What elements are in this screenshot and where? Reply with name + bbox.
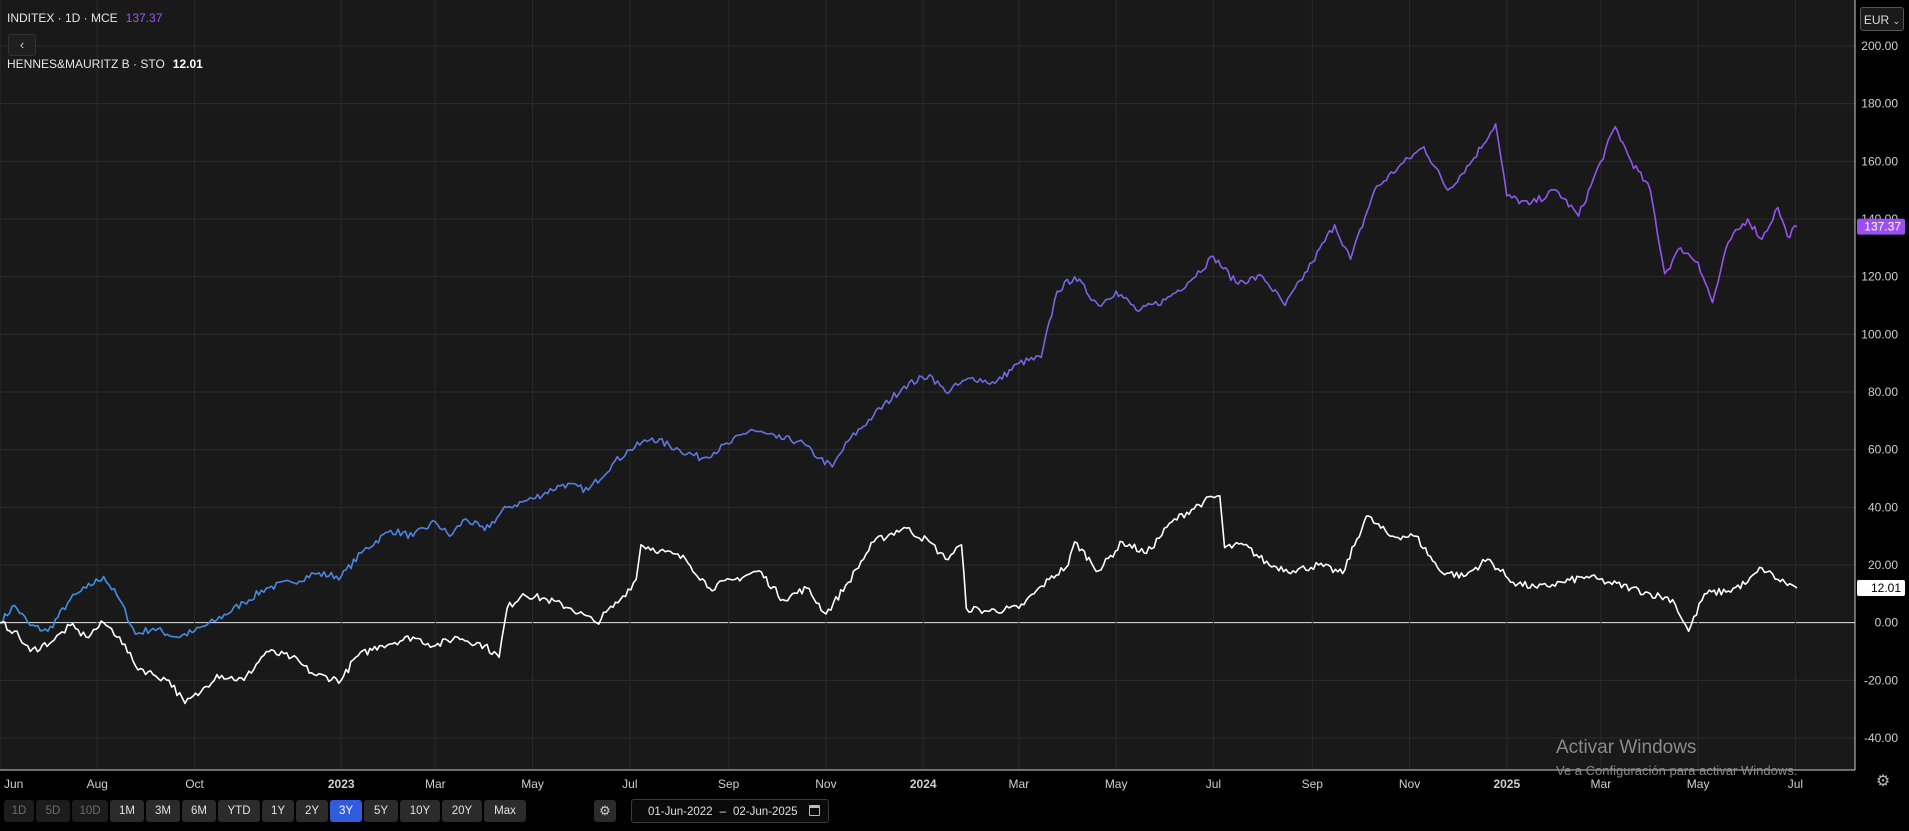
- currency-label: EUR: [1863, 13, 1890, 27]
- date-separator: –: [719, 806, 726, 818]
- axes: 200.00180.00160.00140.00120.00100.0080.0…: [0, 0, 1898, 791]
- legend-inditex-value: 137.37: [125, 11, 163, 25]
- x-tick-label: Nov: [815, 777, 836, 791]
- range-button-10y[interactable]: 10Y: [400, 800, 440, 822]
- x-tick-label: Jul: [1206, 777, 1221, 791]
- y-tick-label: 160.00: [1861, 154, 1898, 168]
- last-value-label-text: 12.01: [1871, 581, 1901, 595]
- range-button-max[interactable]: Max: [484, 800, 526, 822]
- y-tick-label: 20.00: [1868, 558, 1898, 572]
- y-tick-label: 120.00: [1861, 270, 1898, 284]
- y-tick-label: -40.00: [1864, 731, 1898, 745]
- x-tick-label: 2025: [1493, 777, 1520, 791]
- last-value-label-inditex: 137.37: [1857, 218, 1905, 235]
- range-button-1m[interactable]: 1M: [110, 800, 144, 822]
- x-tick-label: Jun: [4, 777, 23, 791]
- last-value-label-text: 137.37: [1864, 220, 1901, 234]
- windows-activation-watermark: Activar Windows Ve a Configuración para …: [1556, 737, 1797, 778]
- y-tick-label: -20.00: [1864, 673, 1898, 687]
- last-value-label-hm: 12.01: [1857, 580, 1905, 597]
- range-settings-icon[interactable]: ⚙: [594, 800, 616, 822]
- series: [0, 123, 1798, 705]
- date-range-picker[interactable]: 01-Jun-2022–02-Jun-2025: [631, 799, 829, 823]
- x-tick-label: 2023: [328, 777, 355, 791]
- legend-inditex[interactable]: INDITEX · 1D · MCE 137.37: [7, 11, 162, 25]
- watermark-line1: Activar Windows: [1556, 737, 1697, 758]
- plot-area: [0, 0, 1855, 770]
- x-tick-label: Oct: [185, 777, 204, 791]
- collapse-legend-button[interactable]: ‹: [8, 34, 36, 56]
- x-tick-label: Aug: [87, 777, 108, 791]
- range-button-1d: 1D: [4, 800, 34, 822]
- x-tick-label: May: [1105, 777, 1128, 791]
- last-value-label-bg: [1857, 218, 1905, 235]
- range-button-6m[interactable]: 6M: [182, 800, 216, 822]
- legend-hm-value: 12.01: [172, 57, 203, 71]
- x-tick-label: Sep: [1302, 777, 1324, 791]
- range-button-5d: 5D: [36, 800, 70, 822]
- y-tick-label: 100.00: [1861, 327, 1898, 341]
- x-tick-label: Mar: [1009, 777, 1030, 791]
- legend-inditex-label: INDITEX · 1D · MCE: [7, 11, 118, 25]
- last-value-label-bg: [1857, 580, 1905, 597]
- x-tick-label: 2024: [910, 777, 937, 791]
- chart-settings-icon[interactable]: ⚙: [1875, 773, 1891, 790]
- currency-dropdown[interactable]: EUR ⌄: [1860, 7, 1904, 31]
- range-button-1y[interactable]: 1Y: [262, 800, 294, 822]
- y-tick-label: 60.00: [1868, 443, 1898, 457]
- range-button-3m[interactable]: 3M: [146, 800, 180, 822]
- range-button-2y[interactable]: 2Y: [296, 800, 328, 822]
- watermark-line2: Ve a Configuración para activar Windows.: [1556, 763, 1798, 778]
- chevron-left-icon: ‹: [19, 37, 25, 52]
- legend-hm[interactable]: HENNES&MAURITZ B · STO 12.01: [7, 57, 203, 71]
- x-tick-label: Jul: [1788, 777, 1803, 791]
- range-button-20y[interactable]: 20Y: [442, 800, 482, 822]
- y-tick-label: 80.00: [1868, 385, 1898, 399]
- y-tick-label: 180.00: [1861, 97, 1898, 111]
- y-tick-label: 0.00: [1875, 616, 1899, 630]
- x-tick-label: Mar: [425, 777, 446, 791]
- date-to: 02-Jun-2025: [732, 806, 798, 818]
- x-tick-label: Mar: [1591, 777, 1612, 791]
- range-button-ytd[interactable]: YTD: [218, 800, 260, 822]
- x-tick-label: Sep: [718, 777, 740, 791]
- last-value-labels: 137.37 12.01: [1857, 218, 1905, 597]
- date-from: 01-Jun-2022: [648, 806, 713, 818]
- range-button-3y[interactable]: 3Y: [330, 800, 362, 822]
- series-line-hm: [0, 495, 1798, 705]
- calendar-icon: [809, 805, 820, 816]
- chevron-down-icon: ⌄: [1892, 16, 1901, 26]
- legend-hm-label: HENNES&MAURITZ B · STO: [7, 57, 165, 71]
- range-toolbar: 1D 5D 10D 1M 3M 6M YTD 1Y 2Y 3Y 5Y 10Y 20Y Max ⚙ 01-J…: [0, 797, 1909, 826]
- range-button-10d: 10D: [72, 800, 108, 822]
- series-line-inditex: [0, 123, 1798, 639]
- x-tick-label: May: [521, 777, 544, 791]
- y-tick-label: 40.00: [1868, 500, 1898, 514]
- x-tick-label: May: [1687, 777, 1710, 791]
- x-tick-label: Jul: [622, 777, 637, 791]
- x-tick-label: Nov: [1399, 777, 1420, 791]
- y-tick-label: 200.00: [1861, 39, 1898, 53]
- grid: [0, 0, 1855, 770]
- range-button-5y[interactable]: 5Y: [364, 800, 398, 822]
